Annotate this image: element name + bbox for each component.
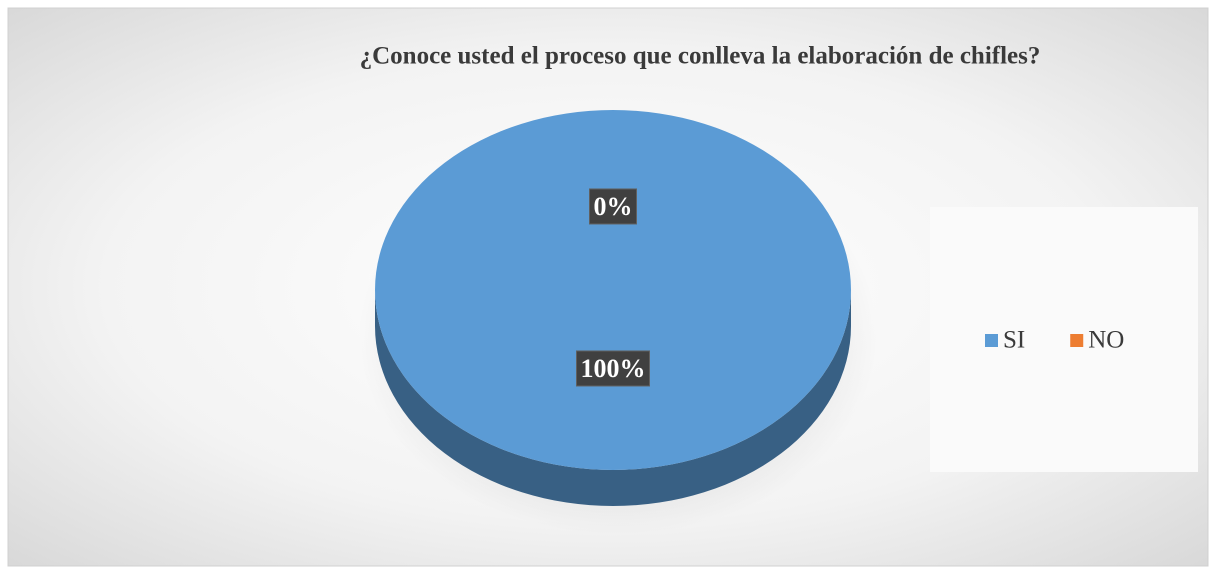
value-label: 0% [594,192,633,221]
chart-title: ¿Conoce usted el proceso que conlleva la… [360,43,1041,70]
value-label-bg [589,188,637,225]
legend-box [930,207,1198,472]
value-label-group: 100% [576,350,650,387]
value-label: 100% [581,354,646,383]
value-label-bg [576,350,650,387]
value-labels: 100% 0% [576,188,650,387]
pie-slice [375,110,851,470]
pie [375,110,851,506]
legend-text: SI [1003,327,1025,354]
legend-swatch [1070,334,1084,347]
legend: SI NO [985,327,1124,354]
value-label-group: 0% [589,188,637,225]
legend-swatch [985,334,998,347]
pie-side [375,290,851,506]
legend-text: NO [1088,327,1124,354]
